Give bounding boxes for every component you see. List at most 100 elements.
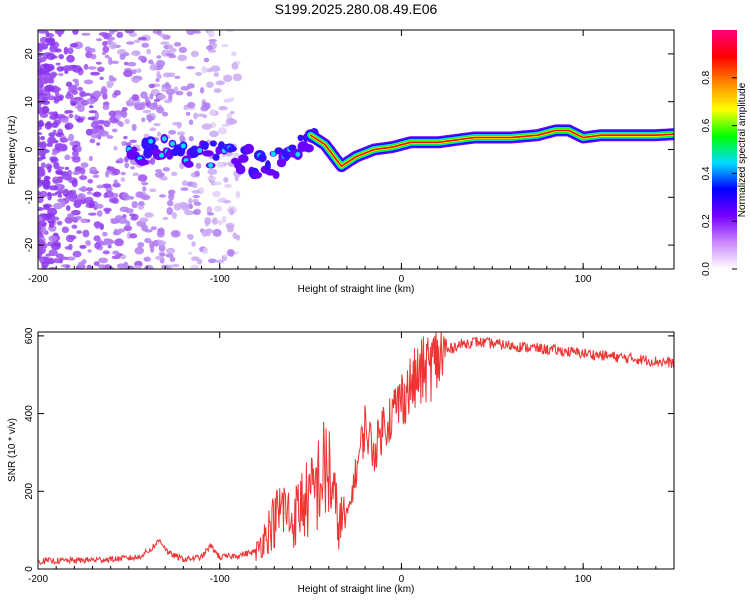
noise-dot bbox=[100, 242, 108, 246]
noise-dot bbox=[48, 249, 58, 257]
noise-dot bbox=[178, 46, 187, 53]
noise-dot bbox=[169, 256, 176, 263]
noise-dot bbox=[171, 212, 177, 219]
noise-dot bbox=[67, 47, 74, 55]
noise-dot bbox=[87, 47, 96, 53]
noise-dot bbox=[203, 57, 210, 63]
noise-dot bbox=[132, 78, 140, 84]
noise-dot bbox=[214, 205, 222, 212]
noise-dot bbox=[40, 162, 46, 168]
noise-dot bbox=[56, 66, 65, 72]
noise-dot bbox=[223, 98, 232, 104]
noise-dot bbox=[93, 221, 102, 228]
noise-dot bbox=[47, 241, 52, 247]
noise-dot bbox=[39, 167, 44, 171]
noise-dot bbox=[80, 185, 87, 192]
y-tick-label: 10 bbox=[24, 96, 35, 108]
ridge-blob bbox=[209, 140, 217, 147]
noise-dot bbox=[38, 77, 45, 82]
colorbar-tick-label: 0.0 bbox=[701, 262, 712, 276]
noise-dot bbox=[121, 192, 129, 199]
y-tick-label: -20 bbox=[24, 237, 35, 252]
noise-dot bbox=[58, 54, 64, 60]
noise-dot bbox=[44, 257, 55, 263]
noise-dot bbox=[39, 113, 49, 118]
noise-dot bbox=[57, 193, 63, 198]
noise-dot bbox=[152, 240, 160, 247]
noise-dot bbox=[103, 238, 111, 242]
noise-dot bbox=[160, 41, 170, 46]
noise-dot bbox=[173, 230, 179, 236]
ridge-blob bbox=[202, 150, 214, 157]
noise-dot bbox=[95, 61, 102, 65]
noise-dot bbox=[61, 200, 66, 208]
noise-dot bbox=[148, 59, 154, 65]
noise-dot bbox=[144, 264, 154, 269]
noise-dot bbox=[40, 226, 47, 235]
ridge-blob bbox=[212, 153, 220, 161]
noise-dot bbox=[202, 247, 209, 254]
y-tick-label: -10 bbox=[24, 190, 35, 205]
noise-dot bbox=[235, 234, 241, 241]
noise-dot bbox=[44, 181, 49, 189]
ridge-blob bbox=[235, 164, 246, 175]
noise-dot bbox=[49, 115, 56, 120]
noise-dot bbox=[46, 42, 56, 46]
noise-dot bbox=[66, 65, 74, 72]
noise-dot bbox=[201, 123, 212, 130]
noise-dot bbox=[55, 170, 64, 175]
noise-dot bbox=[106, 135, 114, 139]
noise-dot bbox=[131, 123, 137, 132]
noise-dot bbox=[71, 67, 80, 72]
noise-dot bbox=[108, 30, 115, 35]
noise-dot bbox=[52, 202, 63, 210]
noise-dot bbox=[149, 64, 158, 71]
noise-dot bbox=[162, 167, 171, 172]
noise-dot bbox=[212, 228, 222, 237]
ridge-highlight bbox=[180, 143, 186, 149]
noise-dot bbox=[187, 251, 193, 255]
noise-dot bbox=[92, 90, 103, 98]
noise-dot bbox=[55, 253, 64, 259]
noise-dot bbox=[209, 109, 216, 116]
noise-dot bbox=[76, 145, 83, 153]
noise-dot bbox=[103, 35, 109, 40]
noise-dot bbox=[213, 181, 222, 186]
noise-dot bbox=[213, 72, 219, 77]
noise-dot bbox=[99, 76, 104, 80]
noise-dot bbox=[186, 30, 196, 36]
ridge-blob bbox=[251, 171, 263, 179]
noise-dot bbox=[93, 191, 102, 198]
noise-dot bbox=[124, 118, 130, 125]
noise-dot bbox=[110, 219, 118, 225]
noise-dot bbox=[67, 213, 74, 219]
noise-dot bbox=[166, 199, 174, 207]
noise-dot bbox=[125, 208, 134, 214]
noise-dot bbox=[70, 101, 77, 107]
noise-dot bbox=[38, 219, 43, 228]
noise-dot bbox=[211, 217, 218, 225]
ridge-band bbox=[309, 129, 674, 167]
noise-dot bbox=[192, 195, 201, 199]
noise-dot bbox=[72, 157, 81, 163]
noise-dot bbox=[40, 155, 46, 160]
noise-dot bbox=[111, 60, 119, 65]
noise-dot bbox=[45, 30, 50, 38]
noise-dot bbox=[88, 212, 97, 216]
noise-dot bbox=[191, 190, 201, 194]
noise-dot bbox=[89, 166, 97, 174]
noise-dot bbox=[61, 226, 70, 234]
noise-dot bbox=[41, 105, 50, 114]
noise-dot bbox=[79, 90, 86, 98]
noise-dot bbox=[76, 99, 82, 107]
noise-dot bbox=[144, 212, 154, 218]
noise-dot bbox=[220, 197, 227, 202]
noise-dot bbox=[38, 216, 43, 222]
ridge-highlight bbox=[159, 152, 165, 158]
noise-dot bbox=[72, 150, 79, 157]
noise-dot bbox=[232, 73, 242, 82]
noise-dot bbox=[87, 249, 92, 253]
noise-dot bbox=[176, 131, 186, 136]
noise-dot bbox=[47, 207, 58, 216]
